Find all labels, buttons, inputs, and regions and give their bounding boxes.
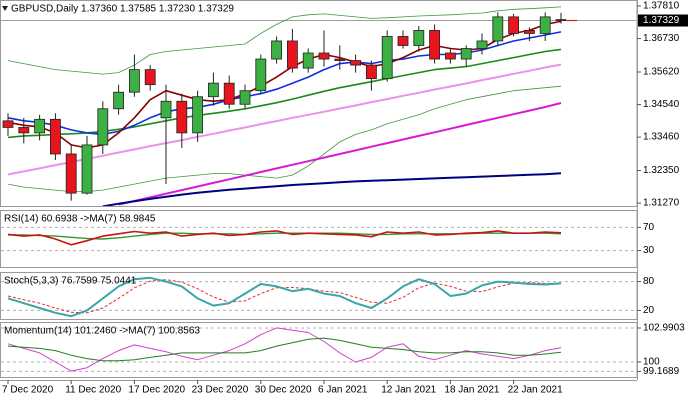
candle-body: [381, 36, 393, 80]
candle-body: [255, 58, 267, 92]
x-tick-label: 30 Dec 2020: [255, 385, 312, 396]
panel: [1, 276, 636, 318]
candle-body: [81, 144, 93, 194]
y-tick-label: 1.32350: [643, 165, 680, 176]
candle-body: [50, 118, 61, 155]
candle-body: [192, 96, 204, 134]
x-tick-label: 22 Jan 2021: [508, 385, 563, 396]
candle-body: [539, 16, 551, 34]
panel-title: RSI(14) 60.6938 ->MA(7) 58.9845: [4, 214, 156, 225]
x-tick-label: 23 Dec 2020: [192, 385, 249, 396]
candle-body: [350, 60, 362, 66]
candle-body: [555, 19, 567, 21]
indicator-line: [7, 6, 562, 75]
candle-body: [492, 16, 504, 42]
panel-title: Stoch(5,3,3) 76.7599 75.0441: [4, 276, 137, 287]
candle-body: [128, 69, 140, 93]
candle-body: [239, 90, 251, 105]
y-tick-label: 1.34540: [643, 99, 680, 110]
candle-body: [18, 127, 30, 134]
candle-body: [207, 82, 219, 98]
y-tick-label: 1.35620: [643, 67, 680, 78]
panel: [1, 226, 636, 252]
x-tick-label: 6 Jan 2021: [318, 385, 368, 396]
panel: [1, 327, 636, 372]
y-tick-label: 1.36730: [643, 33, 680, 44]
y-tick-label: 1.31270: [643, 198, 680, 209]
candle-body: [476, 40, 488, 49]
indicator-line: [7, 276, 562, 318]
candle-body: [524, 30, 535, 34]
candle-body: [2, 120, 14, 128]
y-tick-label: 30: [643, 245, 655, 256]
indicator-line: [7, 230, 562, 246]
candle-body: [413, 30, 425, 46]
x-tick-label: 7 Dec 2020: [2, 385, 54, 396]
y-tick-label: 1.33460: [643, 132, 680, 143]
candle-body: [113, 91, 124, 110]
candle-body: [365, 64, 377, 80]
candle-body: [318, 52, 330, 60]
candle-body: [271, 40, 283, 60]
candle-body: [460, 48, 472, 60]
candle-body: [334, 58, 346, 61]
indicator-line: [7, 63, 562, 176]
panel-title: GBPUSD,Daily 1.37360 1.37585 1.37230 1.3…: [11, 4, 234, 15]
x-tick-label: 12 Jan 2021: [381, 385, 436, 396]
current-price-box: [638, 14, 688, 27]
candle-body: [508, 16, 520, 34]
indicator-line: [7, 337, 562, 362]
candle-body: [176, 100, 188, 134]
title-icon: [2, 6, 8, 11]
y-tick-label: 70: [643, 222, 655, 233]
panel: [1, 6, 636, 206]
y-tick-label: 99.1689: [643, 366, 680, 377]
candle-body: [144, 69, 156, 86]
candle-body: [444, 52, 456, 60]
current-price-label: 1.37329: [643, 15, 680, 26]
candle-body: [160, 100, 172, 119]
candle-body: [302, 52, 314, 69]
x-tick-label: 11 Dec 2020: [65, 385, 121, 396]
candle-body: [34, 118, 45, 134]
y-tick-label: 80: [643, 276, 655, 287]
candle-body: [65, 153, 77, 194]
x-tick-label: 17 Dec 2020: [128, 385, 185, 396]
x-tick-label: 18 Jan 2021: [444, 385, 499, 396]
y-tick-label: 100: [643, 357, 660, 368]
y-tick-label: 20: [643, 305, 655, 316]
candle-body: [223, 82, 235, 105]
indicator-line: [118, 102, 562, 206]
panel-title: Momentum(14) 101.2460 ->MA(7) 100.8563: [4, 326, 200, 337]
y-tick-label: 1.37810: [643, 1, 680, 12]
candle-body: [97, 108, 109, 146]
candle-body: [286, 40, 298, 69]
indicator-line: [7, 85, 562, 192]
candle-body: [429, 30, 441, 60]
y-tick-label: 102.9903: [643, 323, 685, 334]
candle-body: [397, 36, 409, 46]
indicator-line: [102, 172, 562, 206]
